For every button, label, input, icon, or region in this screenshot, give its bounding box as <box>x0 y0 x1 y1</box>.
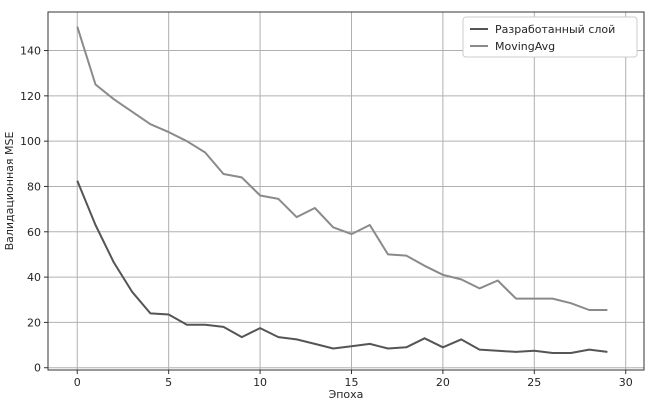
series-line-1 <box>76 26 608 311</box>
ticks: 0 5 10 15 20 25 30 0 20 40 60 80 100 120 140 <box>20 45 633 389</box>
y-tick-label: 40 <box>27 271 41 284</box>
legend: Разработанный слой MovingAvg <box>462 16 638 58</box>
y-tick-label: 120 <box>20 90 41 103</box>
x-tick-label: 20 <box>436 376 450 389</box>
legend-label-series-1: MovingAvg <box>495 40 555 53</box>
x-tick-label: 15 <box>344 376 358 389</box>
x-tick-label: 10 <box>253 376 267 389</box>
y-tick-label: 20 <box>27 316 41 329</box>
x-tick-label: 25 <box>527 376 541 389</box>
y-tick-label: 140 <box>20 45 41 58</box>
y-tick-label: 100 <box>20 135 41 148</box>
y-tick-label: 80 <box>27 180 41 193</box>
legend-label-series-0: Разработанный слой <box>495 23 615 36</box>
series-lines <box>76 26 608 354</box>
series-line-0 <box>76 180 608 354</box>
grid <box>48 12 644 370</box>
plot-frame <box>47 11 645 371</box>
x-tick-label: 5 <box>165 376 172 389</box>
x-tick-label: 0 <box>74 376 81 389</box>
x-axis-label: Эпоха <box>329 388 364 401</box>
y-tick-label: 0 <box>34 362 41 375</box>
y-axis-label: Валидационная MSE <box>3 132 16 251</box>
legend-box <box>462 16 638 58</box>
y-tick-label: 60 <box>27 226 41 239</box>
x-tick-label: 30 <box>619 376 633 389</box>
